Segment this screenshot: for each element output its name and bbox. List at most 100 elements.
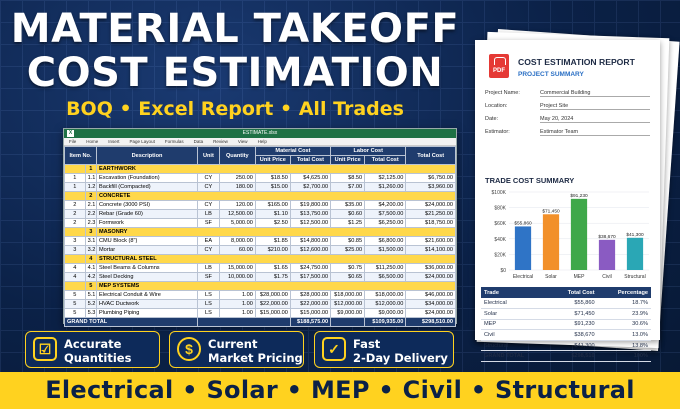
cell-n[interactable]: 4.2 (84, 272, 98, 282)
cell-no[interactable] (64, 191, 86, 201)
cell-no[interactable]: 2 (64, 209, 86, 219)
menu-item[interactable]: Insert (108, 139, 120, 144)
cell-mtc[interactable]: $4,625.00 (289, 173, 332, 183)
cell-mtc[interactable]: $28,000.00 (289, 290, 332, 300)
cell-n[interactable]: 1.1 (84, 173, 98, 183)
cell-tot[interactable]: $14,100.00 (405, 245, 456, 255)
cell-mup[interactable]: $18.50 (254, 173, 291, 183)
cell-n[interactable]: 3.1 (84, 236, 98, 246)
cell-n[interactable]: 1.2 (84, 182, 98, 192)
cell-qty[interactable]: 60.00 (218, 245, 256, 255)
cell-desc[interactable]: Steel Decking (95, 272, 199, 282)
cell-qty[interactable]: 12,500.00 (218, 209, 256, 219)
cell-ltc[interactable]: $2,125.00 (364, 173, 407, 183)
cell-n[interactable]: 4.1 (84, 263, 98, 273)
cell-desc[interactable]: CMU Block (8") (95, 236, 199, 246)
cell-unit[interactable]: CY (197, 200, 220, 210)
cell-desc[interactable]: Rebar (Grade 60) (95, 209, 199, 219)
cell-desc[interactable]: Plumbing Piping (95, 308, 199, 318)
menu-item[interactable]: Home (86, 139, 99, 144)
cell-mup[interactable]: $210.00 (254, 245, 291, 255)
cell-no[interactable]: 1 (64, 182, 86, 192)
cell-n[interactable]: 5 (84, 281, 98, 291)
cell-no[interactable] (64, 281, 86, 291)
cell-ltc[interactable]: $18,000.00 (364, 290, 407, 300)
cell-tot[interactable]: $34,000.00 (405, 299, 456, 309)
cell-desc[interactable]: MASONRY (95, 227, 457, 237)
cell-qty[interactable]: 5,000.00 (218, 218, 256, 228)
cell-n[interactable]: 5.2 (84, 299, 98, 309)
cell-mtc[interactable]: $24,750.00 (289, 263, 332, 273)
cell-mup[interactable]: $1.75 (254, 272, 291, 282)
cell-desc[interactable]: CONCRETE (95, 191, 457, 201)
cell-lup[interactable]: $25.00 (330, 245, 366, 255)
grand-total-label[interactable]: GRAND TOTAL (63, 317, 199, 327)
cell-desc[interactable]: Excavation (Foundation) (95, 173, 199, 183)
cell-tot[interactable]: $21,600.00 (405, 236, 456, 246)
cell-n[interactable]: 1 (84, 164, 98, 174)
cell-mup[interactable]: $165.00 (254, 200, 291, 210)
cell-n[interactable]: 2.3 (84, 218, 98, 228)
cell-n[interactable]: 3.2 (84, 245, 98, 255)
cell-lup[interactable]: $0.85 (330, 236, 366, 246)
cell-ltc[interactable]: $9,000.00 (364, 308, 407, 318)
cell-unit[interactable]: SF (197, 218, 220, 228)
cell-desc[interactable]: EARTHWORK (95, 164, 457, 174)
cell-desc[interactable]: STRUCTURAL STEEL (95, 254, 457, 264)
cell-desc[interactable]: MEP SYSTEMS (95, 281, 457, 291)
cell-lup[interactable]: $9,000.00 (330, 308, 366, 318)
cell-no[interactable] (64, 227, 86, 237)
cell-no[interactable] (64, 164, 86, 174)
cell-mup[interactable]: $1.85 (254, 236, 291, 246)
cell-lup[interactable]: $12,000.00 (330, 299, 366, 309)
cell-mtc[interactable]: $19,800.00 (289, 200, 332, 210)
cell-qty[interactable]: 1.00 (218, 299, 256, 309)
cell-mtc[interactable]: $15,000.00 (289, 308, 332, 318)
cell-tot[interactable]: $24,000.00 (405, 308, 456, 318)
cell-no[interactable]: 2 (64, 218, 86, 228)
cell-desc[interactable]: Backfill (Compacted) (95, 182, 199, 192)
cell-lup[interactable]: $18,000.00 (330, 290, 366, 300)
cell-mtc[interactable]: $12,600.00 (289, 245, 332, 255)
cell-mup[interactable]: $28,000.00 (254, 290, 291, 300)
cell-ltc[interactable]: $6,800.00 (364, 236, 407, 246)
cell-lup[interactable]: $0.75 (330, 263, 366, 273)
cell-lup[interactable]: $8.50 (330, 173, 366, 183)
menu-item[interactable]: Data (193, 139, 204, 144)
cell-lup[interactable]: $35.00 (330, 200, 366, 210)
cell-ltc[interactable]: $4,200.00 (364, 200, 407, 210)
cell-unit[interactable]: CY (197, 173, 220, 183)
cell-mup[interactable]: $22,000.00 (254, 299, 291, 309)
cell-lup[interactable]: $1.25 (330, 218, 366, 228)
cell-ltc[interactable]: $1,500.00 (364, 245, 407, 255)
cell-unit[interactable]: LB (197, 209, 220, 219)
cell-unit[interactable]: LS (197, 290, 220, 300)
empty-cell[interactable] (197, 317, 291, 327)
cell-no[interactable]: 4 (64, 272, 86, 282)
cell-n[interactable]: 2 (84, 191, 98, 201)
menu-item[interactable]: Formulas (164, 139, 184, 144)
cell-desc[interactable]: Concrete (3000 PSI) (95, 200, 199, 210)
cell-desc[interactable]: Steel Beams & Columns (95, 263, 199, 273)
grand-total-mtc[interactable]: $188,575.00 (289, 317, 332, 327)
cell-no[interactable]: 5 (64, 308, 86, 318)
cell-no[interactable] (64, 254, 86, 264)
cell-qty[interactable]: 250.00 (218, 173, 256, 183)
menu-item[interactable]: File (69, 139, 77, 144)
cell-ltc[interactable]: $7,500.00 (364, 209, 407, 219)
cell-tot[interactable]: $24,000.00 (405, 200, 456, 210)
cell-unit[interactable]: LS (197, 299, 220, 309)
cell-ltc[interactable]: $1,260.00 (364, 182, 407, 192)
cell-no[interactable]: 5 (64, 299, 86, 309)
menu-item[interactable]: Help (257, 139, 267, 144)
cell-mtc[interactable]: $14,800.00 (289, 236, 332, 246)
cell-desc[interactable]: HVAC Ductwork (95, 299, 199, 309)
cell-unit[interactable]: EA (197, 236, 220, 246)
cell-mtc[interactable]: $22,000.00 (289, 299, 332, 309)
cell-no[interactable]: 2 (64, 200, 86, 210)
menu-item[interactable]: View (237, 139, 248, 144)
cell-mtc[interactable]: $2,700.00 (289, 182, 332, 192)
cell-qty[interactable]: 120.00 (218, 200, 256, 210)
cell-lup[interactable]: $0.65 (330, 272, 366, 282)
cell-tot[interactable]: $6,750.00 (405, 173, 456, 183)
